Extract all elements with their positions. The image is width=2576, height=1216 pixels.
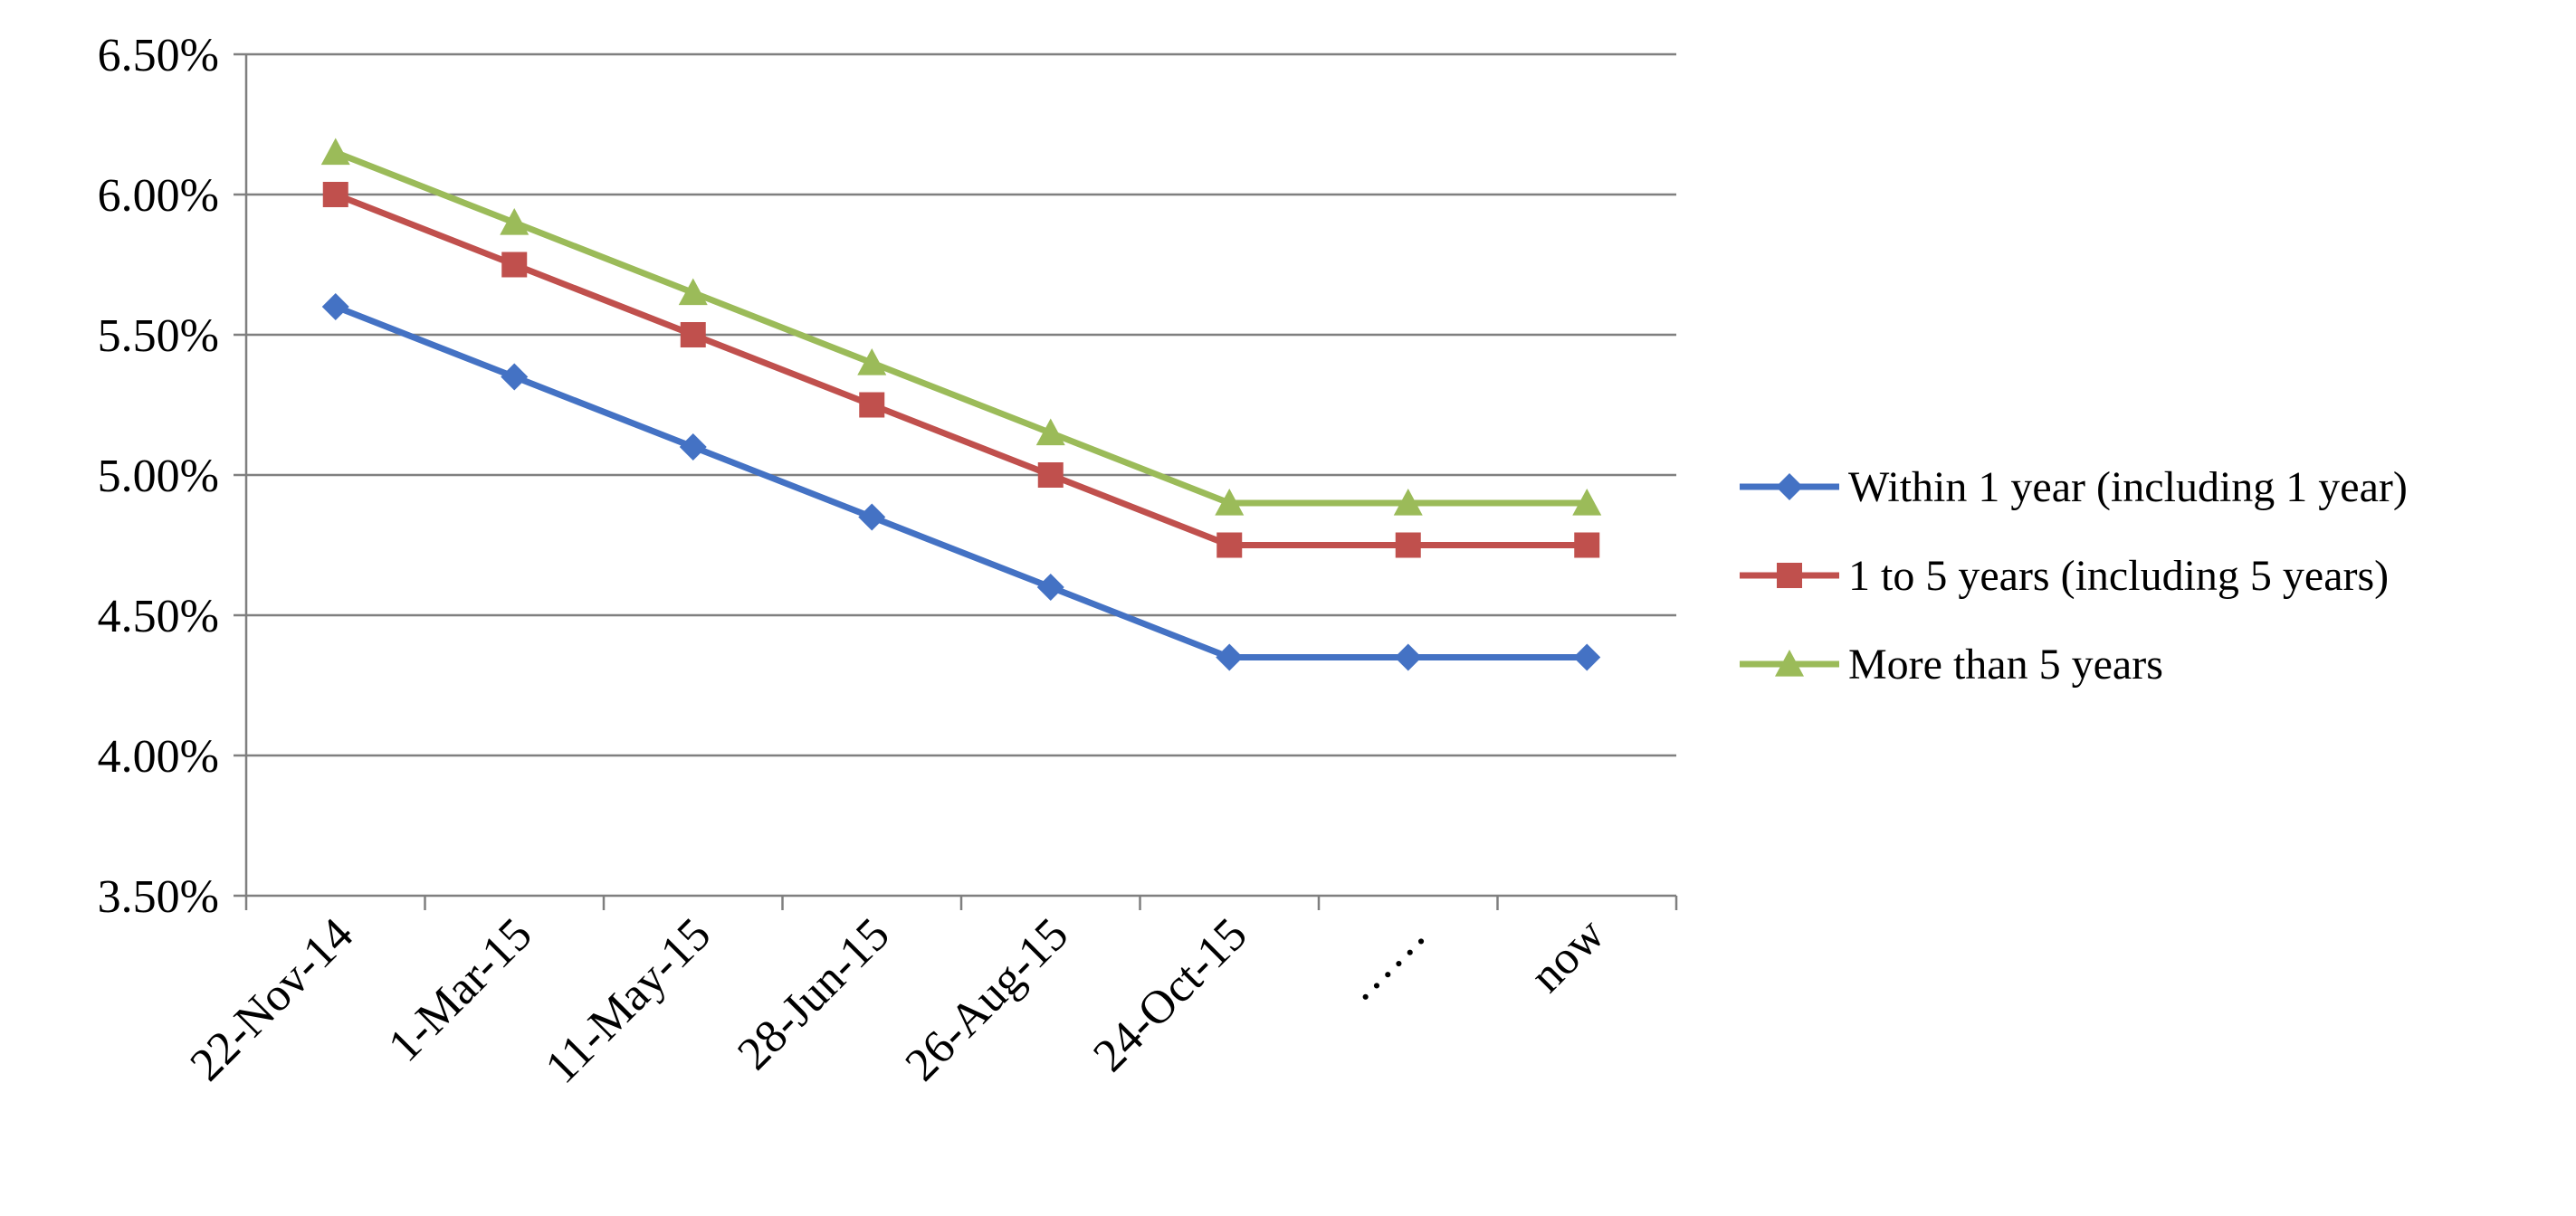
legend-label: 1 to 5 years (including 5 years) [1848,552,2389,600]
series-group [321,293,1601,671]
data-point [1037,462,1064,488]
data-point [1216,532,1243,558]
y-tick-label: 5.00% [98,451,219,502]
y-tick-label: 4.50% [98,591,219,642]
data-point [1215,489,1245,516]
data-point [680,322,706,347]
x-tick-label: 11-May-15 [536,908,720,1093]
series-group [322,182,1600,558]
data-point [1776,473,1803,500]
data-point [857,348,887,375]
data-point [1572,489,1602,516]
y-tick-label: 3.50% [98,871,219,923]
data-point [500,208,530,235]
legend-item: Within 1 year (including 1 year) [1740,463,2408,511]
x-tick-label: 28-Jun-15 [728,908,899,1079]
data-point [679,433,707,461]
data-point [1777,563,1802,588]
data-point [858,503,886,531]
series-line [334,191,1588,548]
data-point [1395,532,1421,558]
series-line [334,149,1588,507]
data-point [321,293,349,320]
legend-label: More than 5 years [1848,641,2163,689]
gridlines [246,52,1676,757]
data-point [1216,643,1244,671]
data-point [322,182,348,207]
data-point [1393,489,1423,516]
data-point [501,363,529,391]
series-group [320,138,1602,516]
x-tick-label: …… [1332,908,1436,1012]
data-point [320,138,350,166]
y-axis-ticks: 3.50% 4.00% 4.50% 5.00% 5.50% 6.00% 6.50% [98,30,246,923]
legend-item: 1 to 5 years (including 5 years) [1740,552,2389,600]
y-tick-label: 6.00% [98,170,219,222]
legend-item: More than 5 years [1740,641,2163,689]
x-tick-label: 1-Mar-15 [378,908,541,1071]
data-point [1775,650,1804,677]
legend: Within 1 year (including 1 year) 1 to 5 y… [1740,463,2408,689]
data-point [1574,532,1600,558]
data-point [1035,418,1065,446]
series-layer [320,138,1602,671]
data-point [1573,643,1601,671]
x-tick-label: now [1521,908,1615,1002]
data-point [859,392,885,418]
data-point [501,252,528,278]
y-tick-label: 6.50% [98,30,219,81]
x-tick-label: 22-Nov-14 [181,908,364,1091]
y-tick-label: 4.00% [98,731,219,783]
data-point [1394,643,1422,671]
data-point [1036,574,1064,601]
data-point [678,278,708,306]
series-line [334,303,1588,660]
x-tick-label: 24-Oct-15 [1083,908,1256,1081]
legend-label: Within 1 year (including 1 year) [1848,463,2408,511]
x-tick-label: 26-Aug-15 [896,908,1079,1091]
y-tick-label: 5.50% [98,310,219,362]
